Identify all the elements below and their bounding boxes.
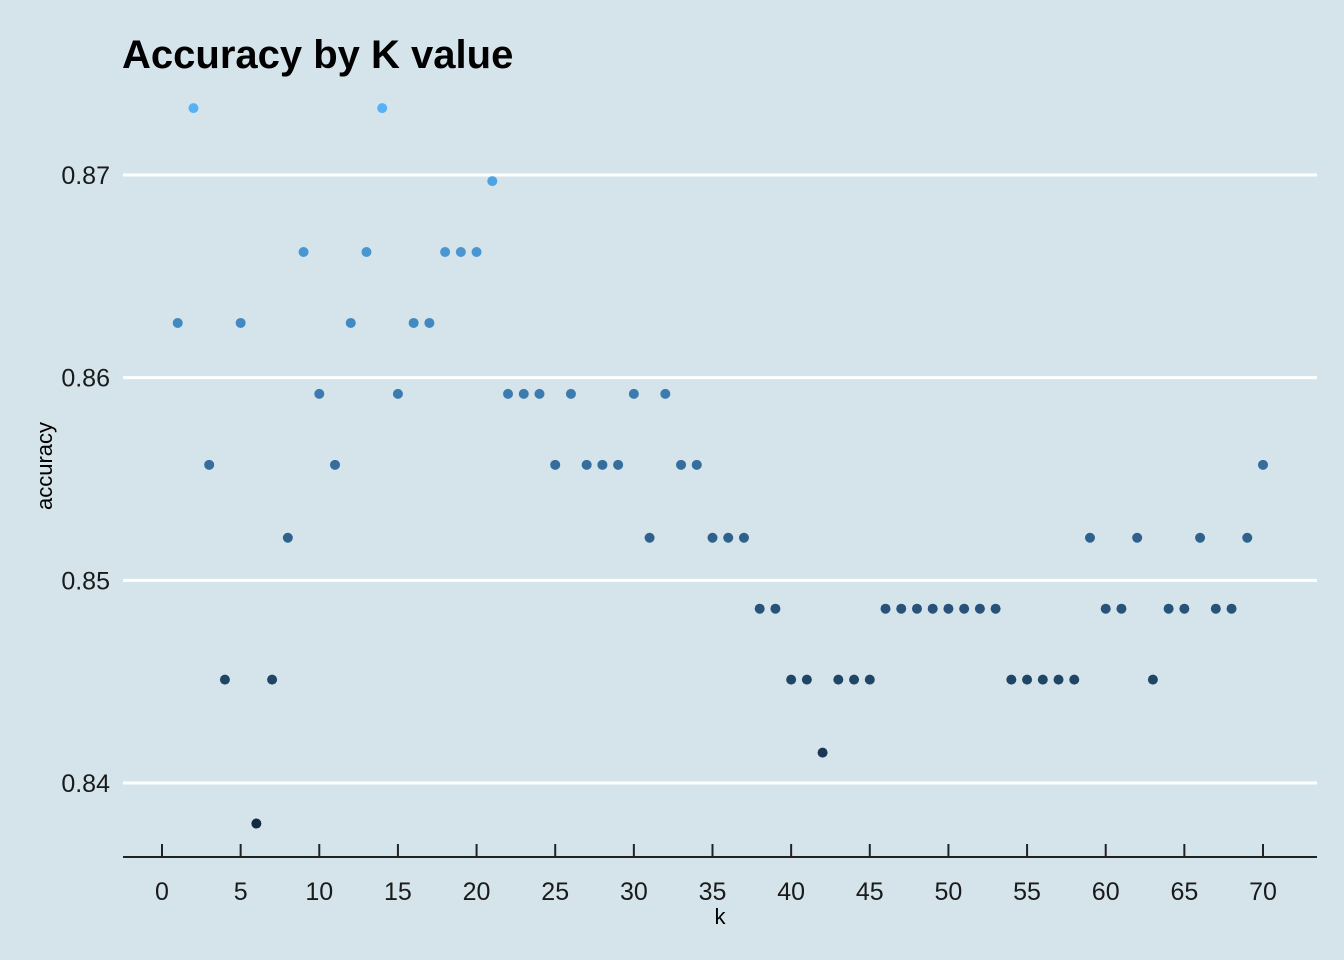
data-point [754,603,765,614]
data-point [676,459,687,470]
data-point [738,532,749,543]
grid-lines [123,173,1317,785]
x-tick-label: 45 [856,878,884,906]
data-point [361,247,372,258]
data-point [408,317,419,328]
data-point [440,247,451,258]
data-point [267,674,278,685]
data-point [1147,674,1158,685]
data-point [1258,459,1268,470]
data-point [597,459,608,470]
data-point [628,388,639,399]
y-tick-label: 0.84 [61,770,110,798]
x-tick-label: 40 [777,878,805,906]
data-point [1116,603,1127,614]
y-tick-label: 0.85 [61,567,110,595]
data-point [1053,674,1064,685]
data-point [801,674,812,685]
x-tick-label: 50 [935,878,963,906]
y-axis-ticks: 0.84 0.85 0.86 0.87 [61,162,110,798]
data-point [1069,674,1080,685]
data-point [518,388,529,399]
data-point [990,603,1001,614]
x-tick-label: 70 [1249,878,1277,906]
data-point [204,459,215,470]
data-point [550,459,561,470]
data-point [330,459,341,470]
data-point [1022,674,1033,685]
data-point [534,388,545,399]
data-point [251,818,262,829]
x-tick-label: 25 [541,878,569,906]
data-point [959,603,970,614]
data-point [817,747,828,758]
data-point [1037,674,1048,685]
data-point [1084,532,1095,543]
data-point [377,103,388,114]
data-point [943,603,954,614]
x-tick-label: 65 [1170,878,1198,906]
data-point [487,176,498,187]
data-point [1100,603,1111,614]
data-point [613,459,624,470]
data-point [1210,603,1221,614]
data-point [314,388,325,399]
data-points [172,103,1268,829]
data-point [503,388,514,399]
x-tick-label: 0 [155,878,169,906]
y-tick-label: 0.87 [61,162,110,190]
x-axis-ticks: 0 5 10 15 20 25 30 35 40 45 50 55 60 65 70 [155,844,1277,906]
data-point [691,459,702,470]
data-point [833,674,844,685]
data-point [1242,532,1253,543]
x-tick-label: 5 [234,878,248,906]
data-point [471,247,482,258]
data-point [1179,603,1190,614]
data-point [770,603,781,614]
data-point [565,388,576,399]
data-point [345,317,356,328]
data-point [974,603,985,614]
data-point [455,247,466,258]
x-tick-label: 15 [384,878,412,906]
data-point [911,603,922,614]
x-tick-label: 20 [463,878,491,906]
chart-title: Accuracy by K value [122,33,513,77]
data-point [864,674,875,685]
data-point [786,674,797,685]
data-point [282,532,293,543]
x-tick-label: 10 [305,878,333,906]
data-point [849,674,860,685]
x-tick-label: 30 [620,878,648,906]
data-point [1006,674,1017,685]
data-point [1132,532,1143,543]
data-point [896,603,907,614]
data-point [219,674,230,685]
data-point [644,532,655,543]
y-tick-label: 0.86 [61,365,110,393]
data-point [1195,532,1206,543]
x-tick-label: 55 [1013,878,1041,906]
data-point [707,532,718,543]
data-point [581,459,592,470]
data-point [927,603,938,614]
data-point [392,388,403,399]
data-point [660,388,671,399]
x-tick-label: 35 [699,878,727,906]
data-point [424,317,435,328]
data-point [235,317,246,328]
data-point [298,247,309,258]
data-point [172,317,183,328]
x-axis-title: k [715,904,727,929]
y-axis-title: accuracy [32,422,57,510]
data-point [188,103,199,114]
data-point [723,532,734,543]
data-point [1226,603,1237,614]
data-point [1163,603,1174,614]
data-point [880,603,891,614]
x-tick-label: 60 [1092,878,1120,906]
